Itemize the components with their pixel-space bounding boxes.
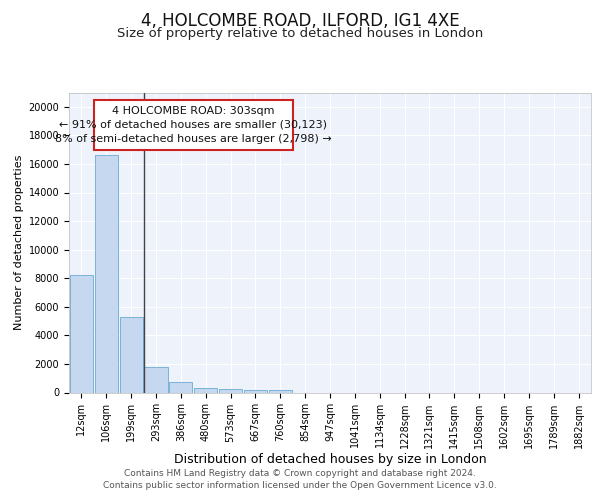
Bar bbox=[269, 390, 292, 392]
X-axis label: Distribution of detached houses by size in London: Distribution of detached houses by size … bbox=[173, 454, 487, 466]
Text: 4, HOLCOMBE ROAD, ILFORD, IG1 4XE: 4, HOLCOMBE ROAD, ILFORD, IG1 4XE bbox=[140, 12, 460, 30]
Bar bbox=[94, 100, 293, 150]
Text: Contains public sector information licensed under the Open Government Licence v3: Contains public sector information licen… bbox=[103, 481, 497, 490]
Bar bbox=[145, 367, 167, 392]
Bar bbox=[70, 276, 93, 392]
Text: ← 91% of detached houses are smaller (30,123): ← 91% of detached houses are smaller (30… bbox=[59, 120, 327, 130]
Text: 8% of semi-detached houses are larger (2,798) →: 8% of semi-detached houses are larger (2… bbox=[55, 134, 332, 143]
Text: 4 HOLCOMBE ROAD: 303sqm: 4 HOLCOMBE ROAD: 303sqm bbox=[112, 106, 275, 116]
Bar bbox=[119, 317, 143, 392]
Bar bbox=[95, 156, 118, 392]
Bar bbox=[219, 390, 242, 392]
Text: Size of property relative to detached houses in London: Size of property relative to detached ho… bbox=[117, 28, 483, 40]
Bar bbox=[194, 388, 217, 392]
Y-axis label: Number of detached properties: Number of detached properties bbox=[14, 155, 25, 330]
Text: Contains HM Land Registry data © Crown copyright and database right 2024.: Contains HM Land Registry data © Crown c… bbox=[124, 469, 476, 478]
Bar bbox=[169, 382, 193, 392]
Bar bbox=[244, 390, 267, 392]
